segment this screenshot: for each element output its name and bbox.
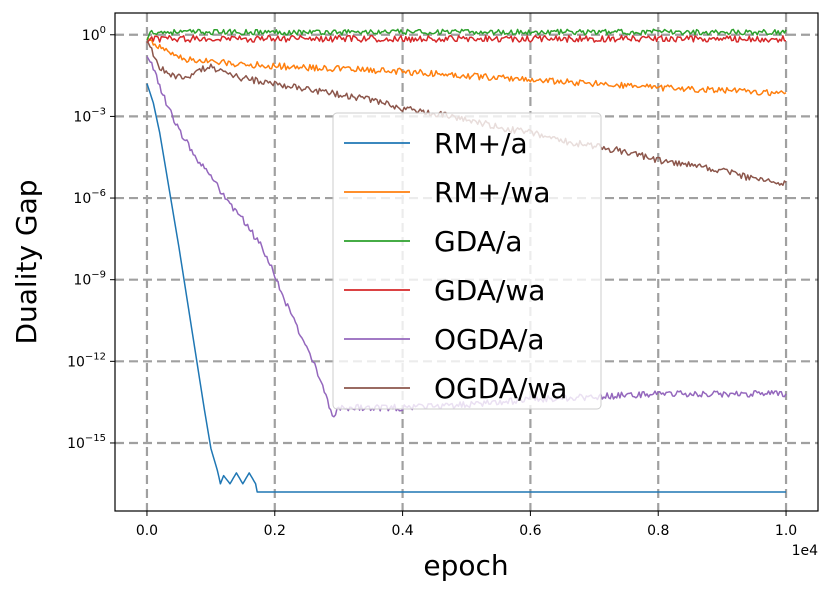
y-tick-label: 10−12 [67, 351, 106, 370]
x-tick-label: 0.6 [519, 523, 541, 539]
series-line-3 [146, 34, 786, 44]
legend-label-3: GDA/wa [434, 274, 545, 307]
y-tick-label: 10−6 [73, 188, 106, 207]
series-line-0 [146, 83, 786, 493]
y-axis-title: Duality Gap [10, 179, 43, 344]
legend-label-4: OGDA/a [434, 323, 545, 356]
x-offset-label: 1e4 [792, 543, 819, 559]
legend: RM+/a RM+/wa GDA/a GDA/wa OGDA/a OGDA/wa [332, 112, 602, 410]
x-tick-label: 0.4 [391, 523, 413, 539]
ticks: 0.0 0.2 0.4 0.6 0.8 1.0 100 10−3 10−6 10−9 10−12 10… [67, 25, 797, 539]
legend-label-2: GDA/a [434, 225, 523, 258]
legend-label-5: OGDA/wa [434, 372, 567, 405]
x-tick-label: 0.2 [264, 523, 286, 539]
y-tick-label: 10−3 [73, 106, 106, 125]
y-tick-label: 10−15 [67, 433, 106, 452]
y-tick-label: 10−9 [73, 270, 106, 289]
x-tick-label: 1.0 [775, 523, 797, 539]
legend-label-1: RM+/wa [434, 176, 551, 209]
x-tick-label: 0.0 [136, 523, 158, 539]
x-axis-title: epoch [423, 549, 508, 582]
y-tick-label: 100 [82, 25, 106, 44]
plot-frame [114, 12, 819, 512]
legend-label-0: RM+/a [434, 127, 528, 160]
series-line-2 [146, 28, 787, 41]
x-tick-label: 0.8 [647, 523, 669, 539]
legend-box [332, 112, 602, 410]
series-line-1 [146, 36, 787, 97]
